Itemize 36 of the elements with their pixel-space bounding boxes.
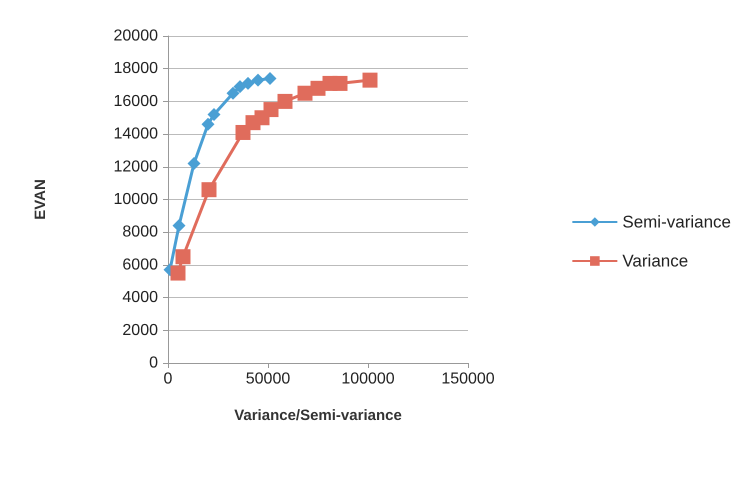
x-tick-label: 0 xyxy=(164,370,173,388)
point xyxy=(208,108,220,121)
point xyxy=(332,76,348,91)
x-tick-label: 100000 xyxy=(341,370,395,388)
point xyxy=(176,249,190,264)
y-tick-label: 4000 xyxy=(122,289,158,306)
point xyxy=(252,74,264,87)
y-tick-label: 2000 xyxy=(122,322,158,339)
y-axis-title: EVAN xyxy=(32,179,49,220)
point xyxy=(234,80,246,94)
point xyxy=(172,219,186,232)
point xyxy=(264,102,278,118)
point xyxy=(362,72,378,88)
x-tick-label: 150000 xyxy=(441,370,495,388)
y-tick-label: 0 xyxy=(149,354,158,372)
point xyxy=(278,94,292,109)
point xyxy=(188,157,200,170)
y-tick-label: 18000 xyxy=(114,60,158,78)
x-axis-title: Variance/Semi-variance xyxy=(234,407,402,424)
y-tick-label: 16000 xyxy=(114,92,158,110)
y-tick-label: 10000 xyxy=(114,191,158,208)
y-tick-label: 8000 xyxy=(122,224,158,241)
legend-label: Variance xyxy=(622,252,688,270)
point xyxy=(202,182,216,198)
y-tick-label: 12000 xyxy=(114,158,158,176)
y-tick-label: 14000 xyxy=(114,126,158,143)
y-tick-label: 20000 xyxy=(114,28,158,44)
x-tick-label: 50000 xyxy=(246,370,290,388)
point xyxy=(226,86,240,100)
y-tick-label: 6000 xyxy=(122,256,158,274)
point xyxy=(264,72,276,86)
point xyxy=(170,266,186,281)
point xyxy=(202,118,214,131)
point xyxy=(298,86,312,101)
point xyxy=(242,76,254,90)
legend-label: Semi-variance xyxy=(622,212,732,232)
